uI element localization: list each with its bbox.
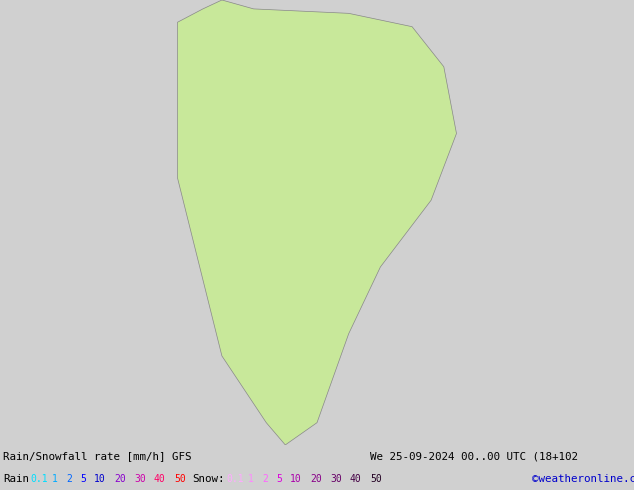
Text: ©weatheronline.co.uk: ©weatheronline.co.uk (532, 474, 634, 484)
Text: 0.1: 0.1 (30, 474, 48, 484)
Text: We 25-09-2024 00..00 UTC (18+102: We 25-09-2024 00..00 UTC (18+102 (370, 451, 578, 461)
Polygon shape (178, 0, 456, 445)
Text: 1: 1 (52, 474, 58, 484)
Text: 0.1: 0.1 (226, 474, 243, 484)
Text: 2: 2 (66, 474, 72, 484)
Text: 40: 40 (154, 474, 165, 484)
Text: 50: 50 (370, 474, 382, 484)
Text: 10: 10 (94, 474, 106, 484)
Text: 5: 5 (276, 474, 282, 484)
Text: 2: 2 (262, 474, 268, 484)
Text: 40: 40 (350, 474, 362, 484)
Text: 20: 20 (114, 474, 126, 484)
Text: Rain: Rain (3, 474, 29, 484)
Text: 5: 5 (80, 474, 86, 484)
Text: 50: 50 (174, 474, 186, 484)
Text: 10: 10 (290, 474, 302, 484)
Text: 30: 30 (134, 474, 146, 484)
Text: Snow:: Snow: (192, 474, 224, 484)
Text: Rain/Snowfall rate [mm/h] GFS: Rain/Snowfall rate [mm/h] GFS (3, 451, 191, 461)
Text: 20: 20 (310, 474, 321, 484)
Text: 30: 30 (330, 474, 342, 484)
Text: 1: 1 (248, 474, 254, 484)
